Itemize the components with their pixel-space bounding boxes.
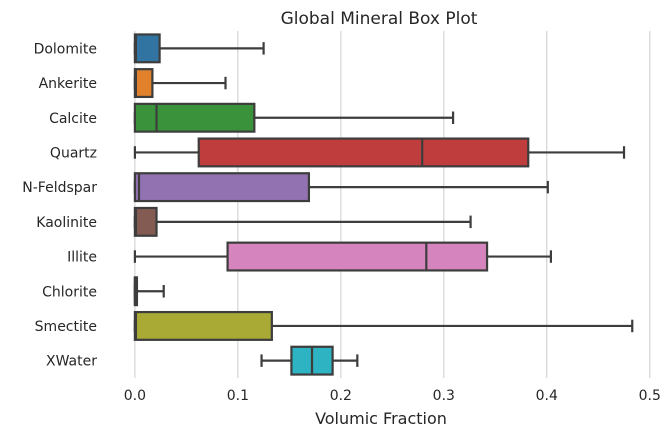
y-tick-label: XWater (46, 354, 97, 370)
box-smectite (133, 310, 634, 341)
x-tick-label: 0.5 (639, 388, 660, 404)
y-tick-label: Kaolinite (36, 215, 97, 231)
box-ankerite (133, 68, 227, 99)
box-dolomite (133, 33, 265, 64)
boxes-layer (133, 33, 634, 376)
box-quartz (133, 137, 626, 168)
iqr-box (197, 137, 530, 168)
y-tick-label: Dolomite (34, 41, 97, 57)
box-illite (133, 241, 553, 272)
x-tick-label: 0.4 (536, 388, 558, 404)
y-tick-label: N-Feldspar (22, 180, 97, 196)
iqr-box (226, 241, 489, 272)
x-tick-labels: 0.0 0.1 0.2 0.3 0.4 0.5 (124, 388, 660, 404)
y-tick-label: Chlorite (42, 284, 97, 300)
y-tick-label: Ankerite (39, 76, 97, 92)
box-xwater (260, 345, 359, 376)
box-kaolinite (133, 206, 472, 237)
box-n-feldspar (133, 172, 549, 203)
x-axis-label: Volumic Fraction (315, 409, 447, 428)
x-tick-label: 0.1 (227, 388, 249, 404)
iqr-box (133, 206, 158, 237)
y-tick-label: Smectite (35, 319, 97, 335)
x-tick-label: 0.2 (330, 388, 352, 404)
x-tick-label: 0.3 (433, 388, 455, 404)
y-tick-label: Calcite (49, 111, 97, 127)
chart-title: Global Mineral Box Plot (281, 9, 478, 29)
iqr-box (133, 172, 311, 203)
iqr-box (133, 33, 161, 64)
y-tick-label: Illite (67, 250, 97, 266)
x-tick-label: 0.0 (124, 388, 146, 404)
iqr-box (133, 310, 273, 341)
iqr-box (133, 102, 256, 133)
y-tick-label: Quartz (50, 145, 97, 161)
iqr-box (133, 68, 154, 99)
y-tick-labels: Dolomite Ankerite Calcite Quartz N-Feldspar K… (22, 41, 97, 369)
box-calcite (133, 102, 455, 133)
box-chlorite (133, 276, 165, 307)
